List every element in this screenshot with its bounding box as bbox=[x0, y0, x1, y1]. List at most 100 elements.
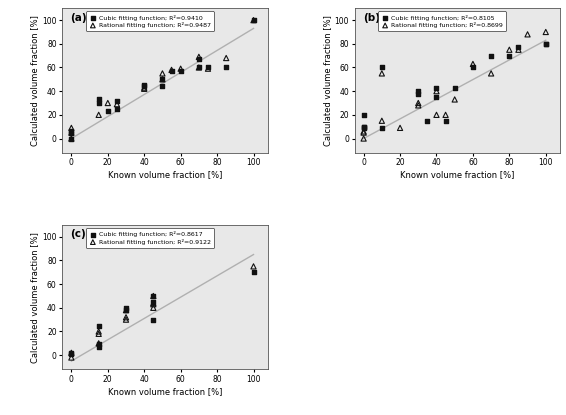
Rational fitting function; R²=0.9122 bbox=[94, 330, 103, 337]
Rational fitting function; R²=0.8699 bbox=[541, 29, 550, 35]
Rational fitting function; R²=0.9487 bbox=[176, 65, 185, 72]
Rational fitting function; R²=0.8699 bbox=[432, 112, 441, 118]
Rational fitting function; R²=0.8699 bbox=[487, 70, 496, 77]
Cubic fitting function; R²=0.8617 bbox=[249, 269, 258, 276]
Cubic fitting function; R²=0.8617 bbox=[94, 341, 103, 348]
Rational fitting function; R²=0.9487 bbox=[167, 66, 176, 73]
Cubic fitting function; R²=0.9410 bbox=[249, 17, 258, 24]
Cubic fitting function; R²=0.8617 bbox=[67, 349, 76, 356]
Cubic fitting function; R²=0.8105 bbox=[541, 41, 550, 47]
Cubic fitting function; R²=0.8105 bbox=[505, 52, 514, 59]
Rational fitting function; R²=0.9122 bbox=[67, 354, 76, 361]
Cubic fitting function; R²=0.8105 bbox=[378, 124, 387, 131]
Text: (c): (c) bbox=[71, 229, 86, 239]
Cubic fitting function; R²=0.8617 bbox=[67, 351, 76, 357]
Cubic fitting function; R²=0.8105 bbox=[469, 64, 478, 71]
Cubic fitting function; R²=0.8105 bbox=[414, 88, 423, 95]
Cubic fitting function; R²=0.9410 bbox=[67, 135, 76, 142]
Rational fitting function; R²=0.9487 bbox=[113, 101, 122, 107]
Rational fitting function; R²=0.8699 bbox=[359, 129, 368, 136]
Cubic fitting function; R²=0.9410 bbox=[158, 83, 167, 90]
Rational fitting function; R²=0.8699 bbox=[514, 46, 523, 53]
Cubic fitting function; R²=0.8105 bbox=[359, 124, 368, 131]
Rational fitting function; R²=0.9487 bbox=[249, 17, 258, 24]
Cubic fitting function; R²=0.8105 bbox=[414, 90, 423, 97]
Rational fitting function; R²=0.8699 bbox=[505, 46, 514, 53]
Rational fitting function; R²=0.9122 bbox=[149, 300, 158, 306]
Cubic fitting function; R²=0.9410 bbox=[103, 108, 112, 115]
Rational fitting function; R²=0.9122 bbox=[122, 314, 131, 320]
Cubic fitting function; R²=0.9410 bbox=[67, 129, 76, 136]
Cubic fitting function; R²=0.8617 bbox=[94, 322, 103, 329]
Cubic fitting function; R²=0.8105 bbox=[450, 84, 459, 91]
Rational fitting function; R²=0.8699 bbox=[359, 135, 368, 142]
Cubic fitting function; R²=0.8105 bbox=[514, 44, 523, 51]
Cubic fitting function; R²=0.8617 bbox=[122, 305, 131, 311]
Rational fitting function; R²=0.8699 bbox=[450, 96, 459, 103]
Rational fitting function; R²=0.9487 bbox=[103, 100, 112, 106]
Rational fitting function; R²=0.9122 bbox=[122, 307, 131, 313]
Text: (a): (a) bbox=[71, 12, 87, 23]
Rational fitting function; R²=0.8699 bbox=[378, 70, 387, 77]
Rational fitting function; R²=0.9487 bbox=[140, 84, 149, 91]
Rational fitting function; R²=0.9122 bbox=[249, 263, 258, 270]
Cubic fitting function; R²=0.9410 bbox=[167, 68, 176, 74]
Rational fitting function; R²=0.9122 bbox=[149, 305, 158, 311]
Cubic fitting function; R²=0.8617 bbox=[149, 298, 158, 305]
Cubic fitting function; R²=0.8617 bbox=[149, 316, 158, 323]
Rational fitting function; R²=0.8699 bbox=[469, 61, 478, 67]
Cubic fitting function; R²=0.9410 bbox=[194, 64, 203, 71]
Rational fitting function; R²=0.8699 bbox=[378, 117, 387, 124]
Rational fitting function; R²=0.9487 bbox=[140, 85, 149, 92]
Cubic fitting function; R²=0.8105 bbox=[487, 52, 496, 59]
Rational fitting function; R²=0.9122 bbox=[94, 328, 103, 335]
Rational fitting function; R²=0.8699 bbox=[414, 102, 423, 109]
Cubic fitting function; R²=0.8105 bbox=[359, 123, 368, 130]
Rational fitting function; R²=0.9122 bbox=[122, 316, 131, 323]
Y-axis label: Calculated volume fraction [%]: Calculated volume fraction [%] bbox=[323, 15, 332, 146]
Cubic fitting function; R²=0.9410 bbox=[94, 96, 103, 103]
Cubic fitting function; R²=0.8105 bbox=[432, 84, 441, 91]
Rational fitting function; R²=0.8699 bbox=[359, 128, 368, 135]
Cubic fitting function; R²=0.9410 bbox=[222, 64, 231, 71]
Rational fitting function; R²=0.8699 bbox=[441, 112, 450, 118]
Cubic fitting function; R²=0.8105 bbox=[432, 94, 441, 100]
Y-axis label: Calculated volume fraction [%]: Calculated volume fraction [%] bbox=[31, 15, 40, 146]
Rational fitting function; R²=0.9487 bbox=[94, 112, 103, 118]
Rational fitting function; R²=0.9487 bbox=[194, 64, 203, 71]
Rational fitting function; R²=0.8699 bbox=[432, 88, 441, 95]
Rational fitting function; R²=0.8699 bbox=[396, 124, 405, 131]
Cubic fitting function; R²=0.9410 bbox=[194, 56, 203, 63]
Cubic fitting function; R²=0.9410 bbox=[140, 83, 149, 90]
Rational fitting function; R²=0.9122 bbox=[149, 301, 158, 308]
Legend: Cubic fitting function; R²=0.9410, Rational fitting function; R²=0.9487: Cubic fitting function; R²=0.9410, Ratio… bbox=[86, 12, 214, 31]
Legend: Cubic fitting function; R²=0.8105, Rational fitting function; R²=0.8699: Cubic fitting function; R²=0.8105, Ratio… bbox=[378, 12, 507, 31]
Rational fitting function; R²=0.9487 bbox=[158, 76, 167, 83]
Rational fitting function; R²=0.9122 bbox=[149, 293, 158, 299]
Rational fitting function; R²=0.9487 bbox=[203, 65, 212, 72]
Cubic fitting function; R²=0.8105 bbox=[359, 112, 368, 118]
X-axis label: Known volume fraction [%]: Known volume fraction [%] bbox=[400, 170, 514, 179]
Rational fitting function; R²=0.9122 bbox=[94, 340, 103, 347]
X-axis label: Known volume fraction [%]: Known volume fraction [%] bbox=[108, 170, 222, 179]
Rational fitting function; R²=0.9122 bbox=[67, 349, 76, 356]
Cubic fitting function; R²=0.9410 bbox=[113, 105, 122, 112]
Cubic fitting function; R²=0.9410 bbox=[67, 128, 76, 135]
Cubic fitting function; R²=0.8105 bbox=[423, 117, 432, 124]
Rational fitting function; R²=0.9487 bbox=[67, 135, 76, 142]
Rational fitting function; R²=0.9487 bbox=[67, 129, 76, 136]
Cubic fitting function; R²=0.8617 bbox=[94, 344, 103, 350]
Cubic fitting function; R²=0.9410 bbox=[113, 97, 122, 104]
X-axis label: Known volume fraction [%]: Known volume fraction [%] bbox=[108, 387, 222, 395]
Cubic fitting function; R²=0.9410 bbox=[94, 100, 103, 106]
Cubic fitting function; R²=0.8105 bbox=[359, 123, 368, 130]
Rational fitting function; R²=0.9487 bbox=[158, 70, 167, 77]
Rational fitting function; R²=0.9487 bbox=[222, 55, 231, 61]
Cubic fitting function; R²=0.9410 bbox=[176, 68, 185, 74]
Cubic fitting function; R²=0.8105 bbox=[541, 41, 550, 47]
Cubic fitting function; R²=0.8105 bbox=[378, 64, 387, 71]
Cubic fitting function; R²=0.9410 bbox=[140, 82, 149, 88]
Rational fitting function; R²=0.9487 bbox=[67, 124, 76, 131]
Cubic fitting function; R²=0.8617 bbox=[149, 293, 158, 299]
Rational fitting function; R²=0.8699 bbox=[523, 31, 532, 38]
